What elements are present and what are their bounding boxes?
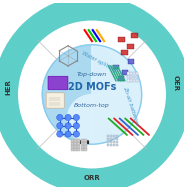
Bar xyxy=(71,145,74,148)
Bar xyxy=(127,44,134,49)
Polygon shape xyxy=(67,45,142,144)
Bar xyxy=(113,138,115,140)
Bar xyxy=(113,144,115,146)
Bar xyxy=(118,37,125,42)
Bar xyxy=(113,135,115,137)
Bar xyxy=(116,144,118,146)
Bar xyxy=(74,142,77,145)
Bar xyxy=(71,142,74,145)
Bar xyxy=(107,138,109,140)
Circle shape xyxy=(57,131,63,137)
Bar xyxy=(81,139,84,142)
Circle shape xyxy=(57,114,63,121)
Bar xyxy=(107,144,109,146)
Circle shape xyxy=(65,131,71,137)
Bar xyxy=(127,76,130,78)
Bar xyxy=(110,144,112,146)
FancyBboxPatch shape xyxy=(46,93,64,108)
Bar xyxy=(71,148,74,151)
Text: Bottom-top: Bottom-top xyxy=(74,103,110,108)
Bar xyxy=(74,145,77,148)
Bar xyxy=(81,142,84,145)
Bar xyxy=(110,135,112,137)
Bar xyxy=(116,138,118,140)
Bar xyxy=(130,76,132,78)
Bar xyxy=(136,79,138,82)
Text: OER: OER xyxy=(173,75,179,91)
Bar xyxy=(118,76,124,81)
Circle shape xyxy=(73,114,79,121)
Bar xyxy=(116,141,118,143)
Bar xyxy=(136,72,138,75)
Bar xyxy=(116,135,118,137)
Polygon shape xyxy=(42,45,117,144)
FancyBboxPatch shape xyxy=(79,141,84,144)
Text: 2D MOFs: 2D MOFs xyxy=(68,82,116,92)
Bar xyxy=(127,72,130,75)
Bar xyxy=(130,79,132,82)
Bar xyxy=(128,59,134,64)
Bar xyxy=(113,64,119,70)
FancyBboxPatch shape xyxy=(48,76,68,90)
Bar xyxy=(136,76,138,78)
Circle shape xyxy=(65,123,71,129)
Circle shape xyxy=(65,114,71,121)
Bar xyxy=(81,145,84,148)
Text: Top-down: Top-down xyxy=(77,72,107,77)
Bar xyxy=(130,72,132,75)
Text: Water splitting: Water splitting xyxy=(81,50,118,73)
Circle shape xyxy=(57,123,63,129)
Bar xyxy=(107,135,109,137)
Text: HER: HER xyxy=(5,79,11,95)
Circle shape xyxy=(73,123,79,129)
Bar xyxy=(127,79,130,82)
Bar xyxy=(113,141,115,143)
Bar xyxy=(77,148,80,151)
Bar xyxy=(84,142,87,145)
Bar xyxy=(122,70,128,75)
Bar xyxy=(121,50,128,55)
Bar xyxy=(84,145,87,148)
Circle shape xyxy=(73,131,79,137)
Bar xyxy=(133,72,135,75)
Text: ORR: ORR xyxy=(84,175,100,181)
Bar xyxy=(77,142,80,145)
Text: Zn-air batteries: Zn-air batteries xyxy=(122,85,139,126)
Bar xyxy=(74,139,77,142)
Circle shape xyxy=(42,45,142,144)
Bar xyxy=(133,79,135,82)
Bar xyxy=(110,141,112,143)
Bar xyxy=(81,148,84,151)
Bar xyxy=(107,141,109,143)
Bar xyxy=(71,139,74,142)
Bar xyxy=(131,33,138,38)
Circle shape xyxy=(6,8,178,181)
FancyBboxPatch shape xyxy=(75,141,80,144)
FancyBboxPatch shape xyxy=(84,141,89,144)
Bar xyxy=(77,145,80,148)
Bar xyxy=(84,139,87,142)
Bar xyxy=(133,76,135,78)
Bar xyxy=(77,139,80,142)
Bar xyxy=(84,148,87,151)
Bar xyxy=(110,138,112,140)
Bar xyxy=(74,148,77,151)
